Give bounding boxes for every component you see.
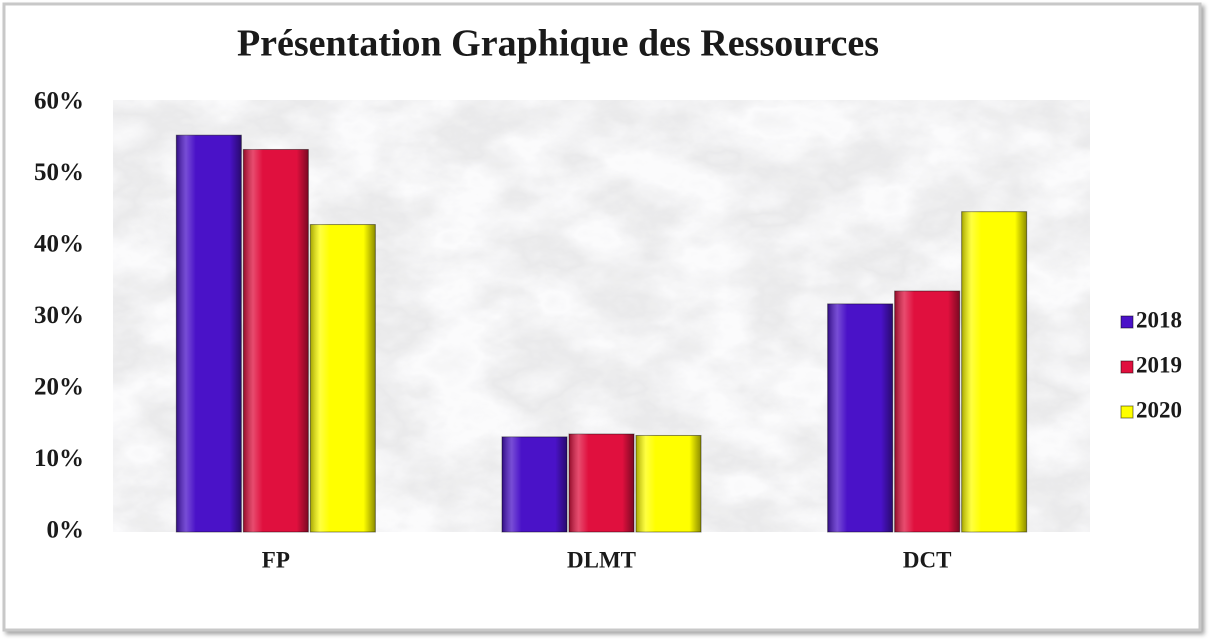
y-tick-label: 40%	[34, 231, 84, 258]
legend-label: 2020	[1136, 397, 1182, 422]
y-tick-label: 30%	[34, 302, 84, 329]
y-tick-label: 10%	[34, 445, 84, 472]
x-tick-label: DLMT	[567, 547, 636, 572]
bar	[635, 434, 702, 533]
y-tick-label: 0%	[47, 517, 85, 544]
y-tick-label: 60%	[34, 88, 84, 115]
legend-label: 2018	[1136, 307, 1182, 332]
legend-swatch	[1120, 315, 1134, 329]
bar	[242, 148, 309, 533]
x-tick-label: FP	[262, 547, 290, 572]
bar	[894, 290, 961, 533]
bar	[568, 433, 635, 533]
bar	[827, 303, 894, 533]
bar	[309, 224, 376, 533]
legend-swatch	[1120, 360, 1134, 374]
bar	[961, 211, 1028, 533]
legend-label: 2019	[1136, 352, 1182, 377]
legend-swatch	[1120, 405, 1134, 419]
y-tick-label: 50%	[34, 159, 84, 186]
bar	[501, 436, 568, 533]
chart-title: Présentation Graphique des Ressources	[237, 23, 879, 65]
bar	[175, 134, 242, 533]
x-tick-label: DCT	[903, 547, 952, 572]
y-tick-label: 20%	[34, 374, 84, 401]
